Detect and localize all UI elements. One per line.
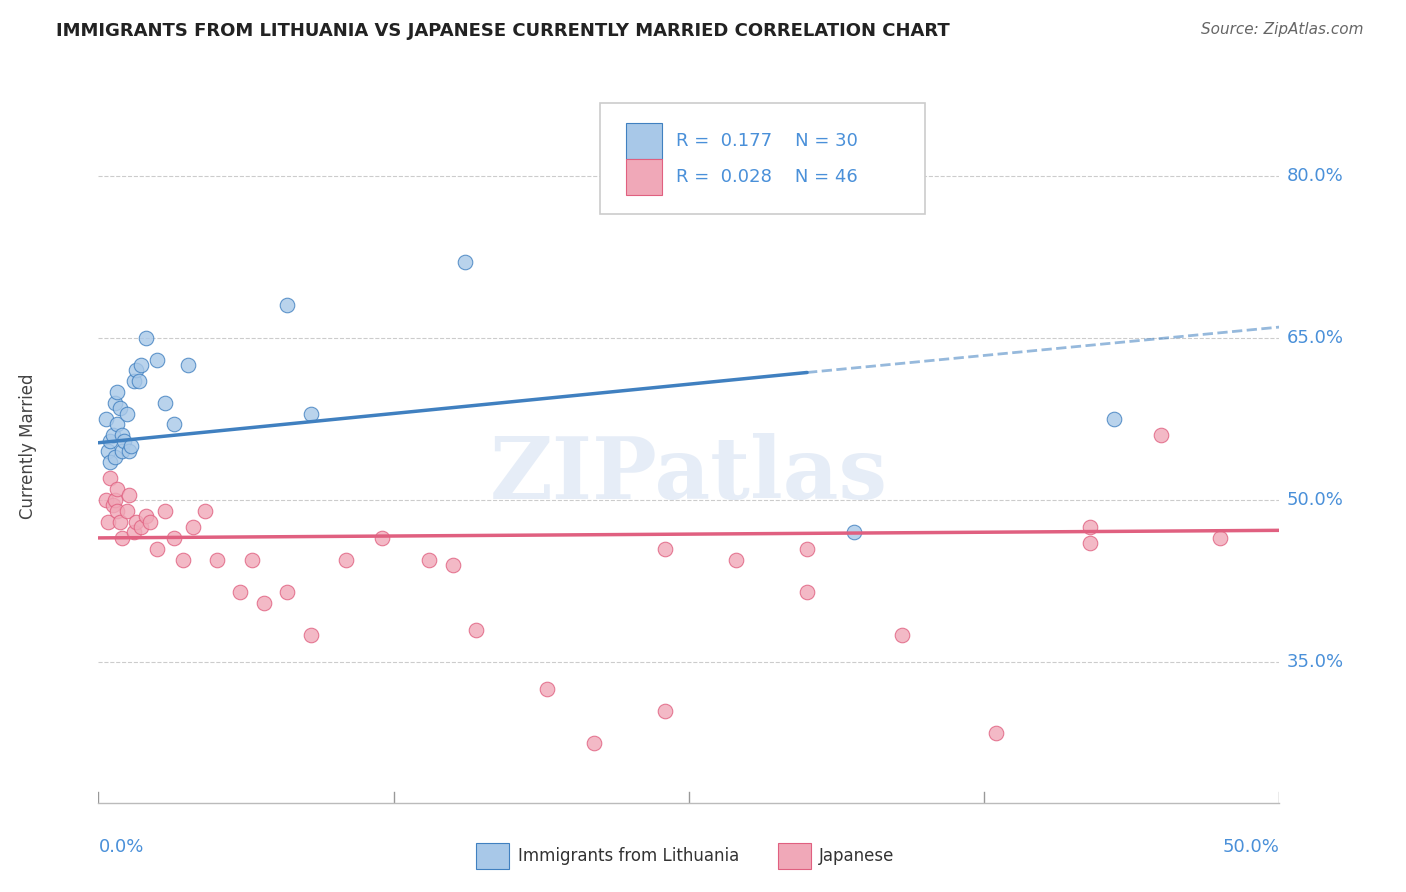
Text: 80.0%: 80.0% (1286, 167, 1343, 185)
Point (1102, 412, 1125, 426)
Point (108, 401, 131, 416)
Point (122, 525, 145, 540)
Point (371, 531, 394, 545)
Point (98, 455, 121, 469)
Text: R =  0.177    N = 30: R = 0.177 N = 30 (676, 132, 858, 150)
Point (163, 531, 186, 545)
Text: R =  0.028    N = 46: R = 0.028 N = 46 (676, 168, 858, 186)
Point (105, 417, 128, 432)
Point (163, 417, 186, 432)
Point (276, 298, 298, 312)
Point (101, 428, 124, 442)
Point (94, 493, 117, 508)
Point (796, 585, 818, 599)
Point (125, 363, 148, 377)
Point (418, 552, 440, 566)
Text: IMMIGRANTS FROM LITHUANIA VS JAPANESE CURRENTLY MARRIED CORRELATION CHART: IMMIGRANTS FROM LITHUANIA VS JAPANESE CU… (56, 22, 950, 40)
Text: Source: ZipAtlas.com: Source: ZipAtlas.com (1201, 22, 1364, 37)
Point (108, 515, 131, 529)
Point (101, 499, 124, 513)
Point (205, 552, 228, 566)
Point (465, 623, 488, 637)
Point (253, 596, 276, 610)
Point (135, 509, 157, 524)
Point (125, 515, 148, 529)
Point (135, 331, 157, 345)
Point (1209, 531, 1232, 545)
Point (115, 504, 138, 518)
Point (984, 725, 1007, 739)
Point (105, 504, 128, 518)
Point (146, 352, 169, 367)
Point (104, 396, 127, 410)
Point (796, 541, 818, 556)
Point (1080, 536, 1102, 550)
Text: Immigrants from Lithuania: Immigrants from Lithuania (517, 847, 740, 865)
FancyBboxPatch shape (626, 123, 662, 159)
Point (583, 736, 606, 750)
Point (240, 552, 263, 566)
Point (118, 444, 141, 458)
Text: 50.0%: 50.0% (1286, 491, 1343, 509)
Point (111, 428, 134, 442)
Point (105, 482, 128, 496)
Point (128, 374, 150, 388)
Point (153, 504, 176, 518)
Point (98, 434, 121, 448)
Point (181, 520, 204, 534)
Point (139, 515, 162, 529)
Point (299, 628, 322, 642)
Point (97, 515, 120, 529)
Point (536, 682, 558, 697)
Point (654, 541, 676, 556)
Point (276, 585, 298, 599)
Point (97, 444, 120, 458)
Point (1150, 428, 1173, 442)
Point (194, 504, 217, 518)
Point (335, 552, 357, 566)
Point (1080, 520, 1102, 534)
Point (129, 520, 152, 534)
Point (118, 488, 141, 502)
Point (177, 358, 200, 372)
Point (104, 493, 127, 508)
Point (112, 434, 135, 448)
Point (654, 704, 676, 718)
Text: 0.0%: 0.0% (98, 838, 143, 856)
Point (129, 358, 152, 372)
FancyBboxPatch shape (600, 103, 925, 214)
Point (453, 255, 475, 269)
FancyBboxPatch shape (477, 844, 509, 869)
Text: 50.0%: 50.0% (1223, 838, 1279, 856)
Point (890, 628, 912, 642)
Point (94, 412, 117, 426)
Point (229, 585, 252, 599)
Point (844, 525, 866, 540)
Point (111, 444, 134, 458)
Text: 65.0%: 65.0% (1286, 329, 1344, 347)
Point (115, 407, 138, 421)
FancyBboxPatch shape (626, 159, 662, 194)
Point (111, 531, 134, 545)
Text: 35.0%: 35.0% (1286, 653, 1344, 672)
Point (105, 384, 128, 399)
Point (299, 407, 322, 421)
FancyBboxPatch shape (778, 844, 811, 869)
Point (153, 396, 176, 410)
Point (725, 552, 748, 566)
Text: Currently Married: Currently Married (20, 373, 37, 519)
Point (104, 450, 127, 464)
Point (98, 471, 121, 485)
Point (441, 558, 464, 572)
Text: Japanese: Japanese (818, 847, 894, 865)
Text: ZIPatlas: ZIPatlas (489, 433, 889, 516)
Point (172, 552, 194, 566)
Point (121, 439, 143, 453)
Point (122, 374, 145, 388)
Point (146, 541, 169, 556)
